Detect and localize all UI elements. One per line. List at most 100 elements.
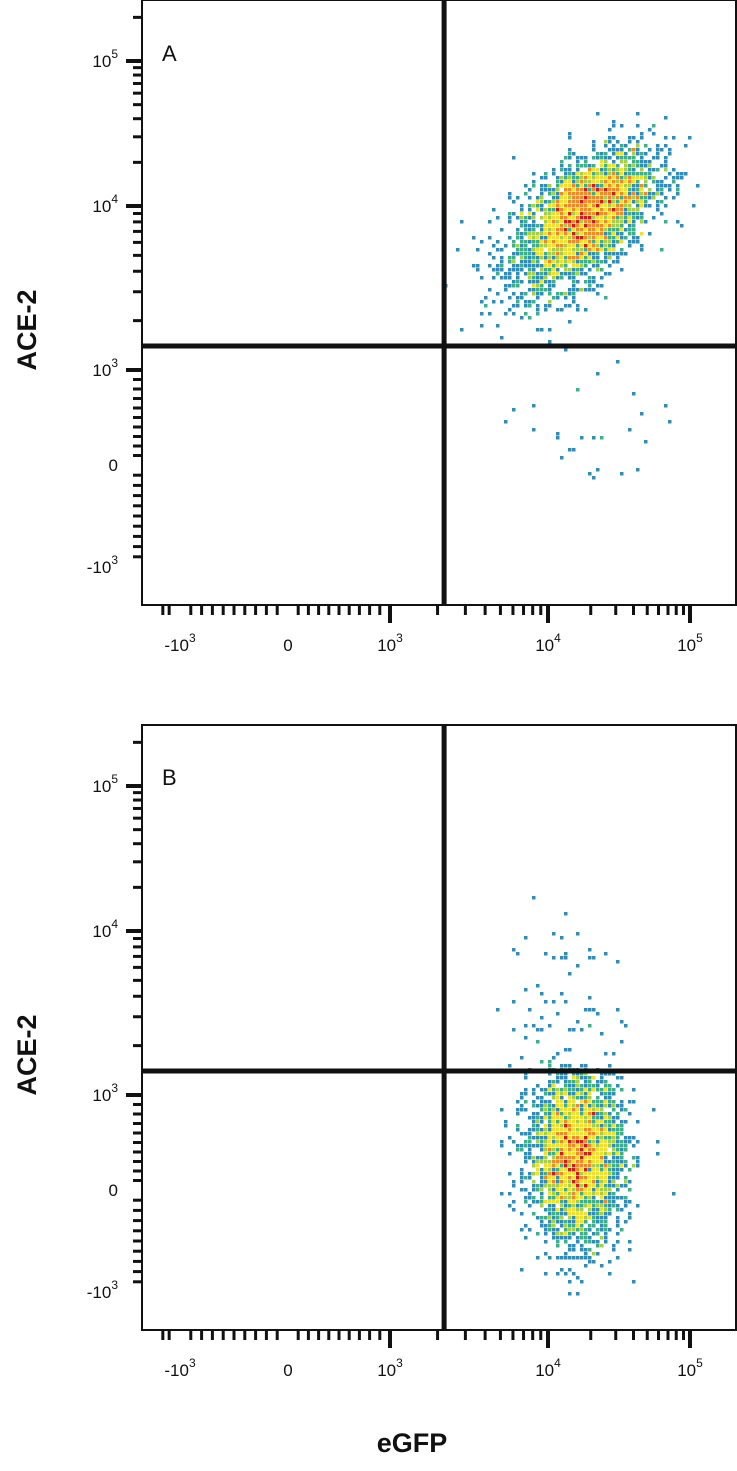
event-dot — [520, 212, 524, 216]
event-dot — [564, 296, 568, 300]
event-dot — [552, 1124, 556, 1128]
event-dot — [608, 256, 612, 260]
event-dot — [580, 200, 584, 204]
event-dot — [616, 1172, 620, 1176]
event-dot — [596, 1156, 600, 1160]
event-dot — [528, 212, 532, 216]
event-dot — [612, 228, 616, 232]
event-dot — [592, 1116, 596, 1120]
event-dot — [612, 1148, 616, 1152]
event-dot — [588, 1136, 592, 1140]
event-dot — [620, 192, 624, 196]
event-dot — [532, 1024, 536, 1028]
event-dot — [516, 304, 520, 308]
event-dot — [520, 1056, 524, 1060]
event-dot — [600, 1228, 604, 1232]
event-dot — [588, 1256, 592, 1260]
event-dot — [592, 1196, 596, 1200]
event-dot — [596, 1124, 600, 1128]
event-dot — [572, 1076, 576, 1080]
event-dot — [532, 220, 536, 224]
event-dot — [556, 1136, 560, 1140]
event-dot — [576, 1020, 580, 1024]
event-dot — [524, 1200, 528, 1204]
event-dot — [528, 300, 532, 304]
event-dot — [588, 1112, 592, 1116]
event-dot — [572, 1148, 576, 1152]
event-dot — [568, 1128, 572, 1132]
event-dot — [600, 1188, 604, 1192]
event-dot — [564, 220, 568, 224]
event-dot — [640, 168, 644, 172]
event-dot — [648, 128, 652, 132]
event-dot — [544, 1240, 548, 1244]
event-dot — [616, 1208, 620, 1212]
event-dot — [588, 164, 592, 168]
event-dot — [636, 468, 640, 472]
event-dot — [596, 1220, 600, 1224]
event-dot — [612, 1116, 616, 1120]
event-dot — [540, 1188, 544, 1192]
event-dot — [584, 216, 588, 220]
event-dot — [548, 1060, 552, 1064]
event-dot — [556, 1228, 560, 1232]
event-dot — [532, 236, 536, 240]
event-dot — [620, 176, 624, 180]
event-dot — [664, 220, 668, 224]
event-dot — [636, 212, 640, 216]
event-dot — [608, 1064, 612, 1068]
event-dot — [592, 1180, 596, 1184]
event-dot — [660, 148, 664, 152]
event-dot — [508, 1172, 512, 1176]
event-dot — [552, 224, 556, 228]
y-tick-label: 104 — [92, 917, 118, 941]
y-axis-title: ACE-2 — [12, 289, 42, 370]
event-dot — [560, 1184, 564, 1188]
event-dot — [612, 252, 616, 256]
event-dot — [620, 184, 624, 188]
event-dot — [632, 1164, 636, 1168]
event-dot — [636, 152, 640, 156]
event-dot — [676, 184, 680, 188]
x-tick-label: 0 — [283, 636, 292, 655]
event-dot — [588, 1212, 592, 1216]
event-dot — [648, 168, 652, 172]
event-dot — [560, 308, 564, 312]
event-dot — [556, 260, 560, 264]
event-dot — [616, 1160, 620, 1164]
event-dot — [620, 1148, 624, 1152]
event-dot — [636, 1120, 640, 1124]
event-dot — [620, 156, 624, 160]
event-dot — [564, 348, 568, 352]
event-dot — [572, 240, 576, 244]
event-dot — [608, 1260, 612, 1264]
event-dot — [584, 1120, 588, 1124]
event-dot — [564, 184, 568, 188]
event-dot — [568, 1104, 572, 1108]
event-dot — [632, 224, 636, 228]
event-dot — [660, 200, 664, 204]
event-dot — [652, 176, 656, 180]
event-dot — [608, 200, 612, 204]
event-dot — [568, 188, 572, 192]
event-dot — [604, 196, 608, 200]
y-tick-label: 0 — [109, 456, 118, 475]
event-dot — [632, 1144, 636, 1148]
event-dot — [604, 1100, 608, 1104]
event-dot — [568, 224, 572, 228]
event-dot — [532, 1104, 536, 1108]
event-dot — [556, 1244, 560, 1248]
event-dot — [564, 1144, 568, 1148]
event-dot — [580, 1248, 584, 1252]
event-dot — [532, 1100, 536, 1104]
event-dot — [560, 204, 564, 208]
y-tick-label: -103 — [87, 1278, 119, 1302]
event-dot — [600, 228, 604, 232]
event-dot — [544, 1108, 548, 1112]
event-dot — [564, 1212, 568, 1216]
event-dot — [508, 236, 512, 240]
event-dot — [548, 1120, 552, 1124]
event-dot — [528, 272, 532, 276]
event-dot — [672, 168, 676, 172]
